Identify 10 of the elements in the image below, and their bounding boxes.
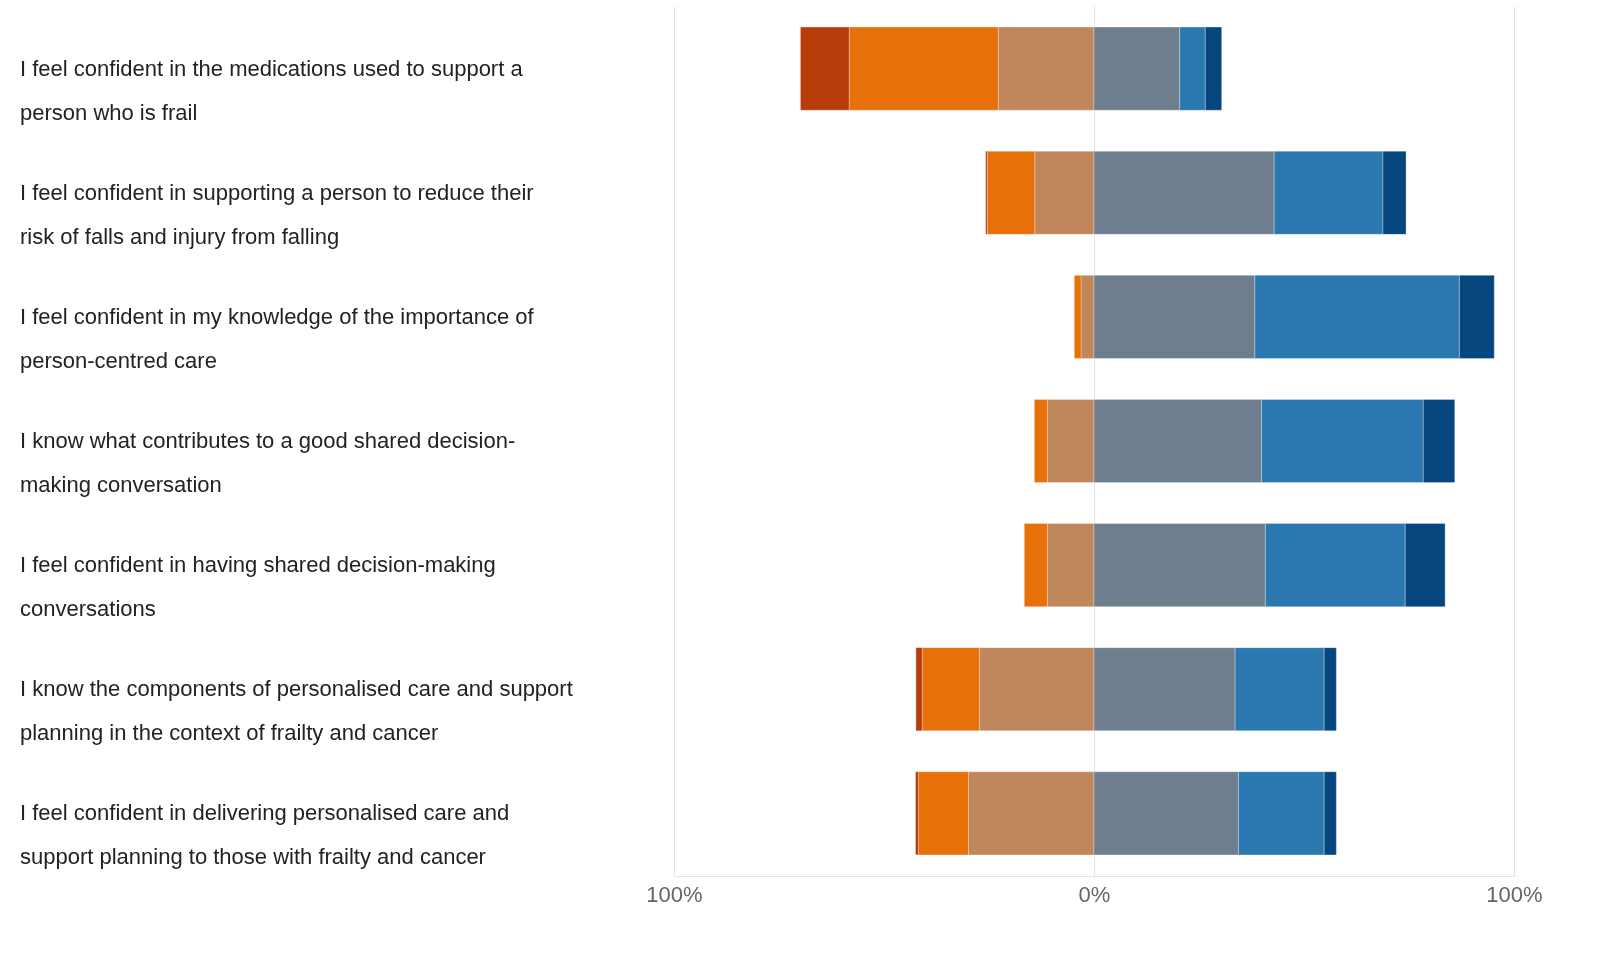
- x-tick-label: 100%: [1486, 881, 1543, 907]
- y-tick-label: I feel confident in delivering personalised care and support planning to those with frailty and cancer: [20, 800, 510, 870]
- y-tick-label: I feel confident in the medications used to support a person who is frail: [20, 55, 524, 125]
- y-tick-label: I know the components of personalised care and support planning in the context of frailty and cancer: [20, 676, 573, 746]
- y-tick-label: I know what contributes to a good shared decision-making conversation: [20, 428, 516, 497]
- x-tick-label: 100%: [646, 881, 703, 907]
- y-tick-label: I feel confident in having shared decision-making conversations: [20, 552, 496, 622]
- y-tick-label: I feel confident in my knowledge of the importance of person-centred care: [20, 303, 535, 373]
- y-tick-label: I feel confident in supporting a person to reduce their risk of falls and injury from falling: [20, 179, 534, 249]
- x-tick-label: 0%: [1078, 881, 1111, 907]
